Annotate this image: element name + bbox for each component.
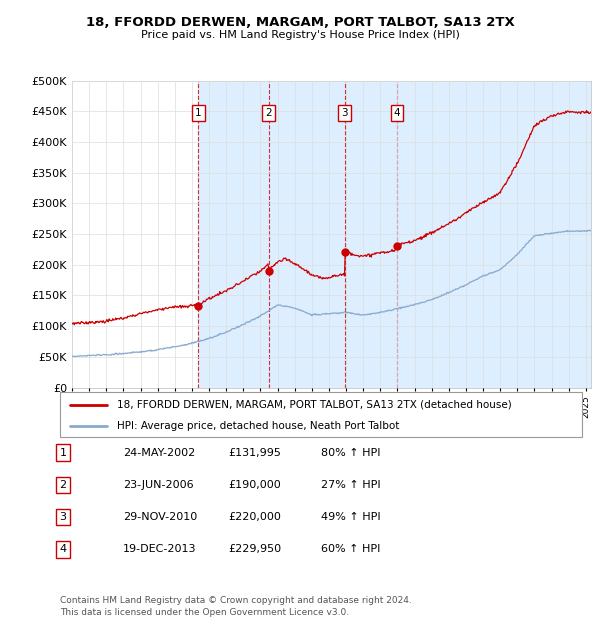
Text: Contains HM Land Registry data © Crown copyright and database right 2024.
This d: Contains HM Land Registry data © Crown c… bbox=[60, 596, 412, 617]
Text: 29-NOV-2010: 29-NOV-2010 bbox=[123, 512, 197, 522]
Text: HPI: Average price, detached house, Neath Port Talbot: HPI: Average price, detached house, Neat… bbox=[118, 421, 400, 431]
Text: 4: 4 bbox=[59, 544, 67, 554]
Bar bbox=[397, 81, 591, 388]
Text: 19-DEC-2013: 19-DEC-2013 bbox=[123, 544, 197, 554]
Text: £131,995: £131,995 bbox=[228, 448, 281, 458]
Text: 3: 3 bbox=[341, 108, 348, 118]
Text: 4: 4 bbox=[394, 108, 400, 118]
Text: 27% ↑ HPI: 27% ↑ HPI bbox=[321, 480, 380, 490]
Text: 49% ↑ HPI: 49% ↑ HPI bbox=[321, 512, 380, 522]
Text: £229,950: £229,950 bbox=[228, 544, 281, 554]
Text: 2: 2 bbox=[265, 108, 272, 118]
Text: 18, FFORDD DERWEN, MARGAM, PORT TALBOT, SA13 2TX (detached house): 18, FFORDD DERWEN, MARGAM, PORT TALBOT, … bbox=[118, 399, 512, 410]
Text: 18, FFORDD DERWEN, MARGAM, PORT TALBOT, SA13 2TX: 18, FFORDD DERWEN, MARGAM, PORT TALBOT, … bbox=[86, 16, 514, 29]
Text: £190,000: £190,000 bbox=[228, 480, 281, 490]
Text: 23-JUN-2006: 23-JUN-2006 bbox=[123, 480, 194, 490]
FancyBboxPatch shape bbox=[60, 392, 582, 437]
Text: 80% ↑ HPI: 80% ↑ HPI bbox=[321, 448, 380, 458]
Text: £220,000: £220,000 bbox=[228, 512, 281, 522]
Text: 2: 2 bbox=[59, 480, 67, 490]
Bar bbox=[199, 81, 269, 388]
Text: 3: 3 bbox=[59, 512, 67, 522]
Text: 1: 1 bbox=[195, 108, 202, 118]
Text: 1: 1 bbox=[59, 448, 67, 458]
Text: Price paid vs. HM Land Registry's House Price Index (HPI): Price paid vs. HM Land Registry's House … bbox=[140, 30, 460, 40]
Bar bbox=[344, 81, 397, 388]
Text: 60% ↑ HPI: 60% ↑ HPI bbox=[321, 544, 380, 554]
Bar bbox=[269, 81, 344, 388]
Text: 24-MAY-2002: 24-MAY-2002 bbox=[123, 448, 195, 458]
